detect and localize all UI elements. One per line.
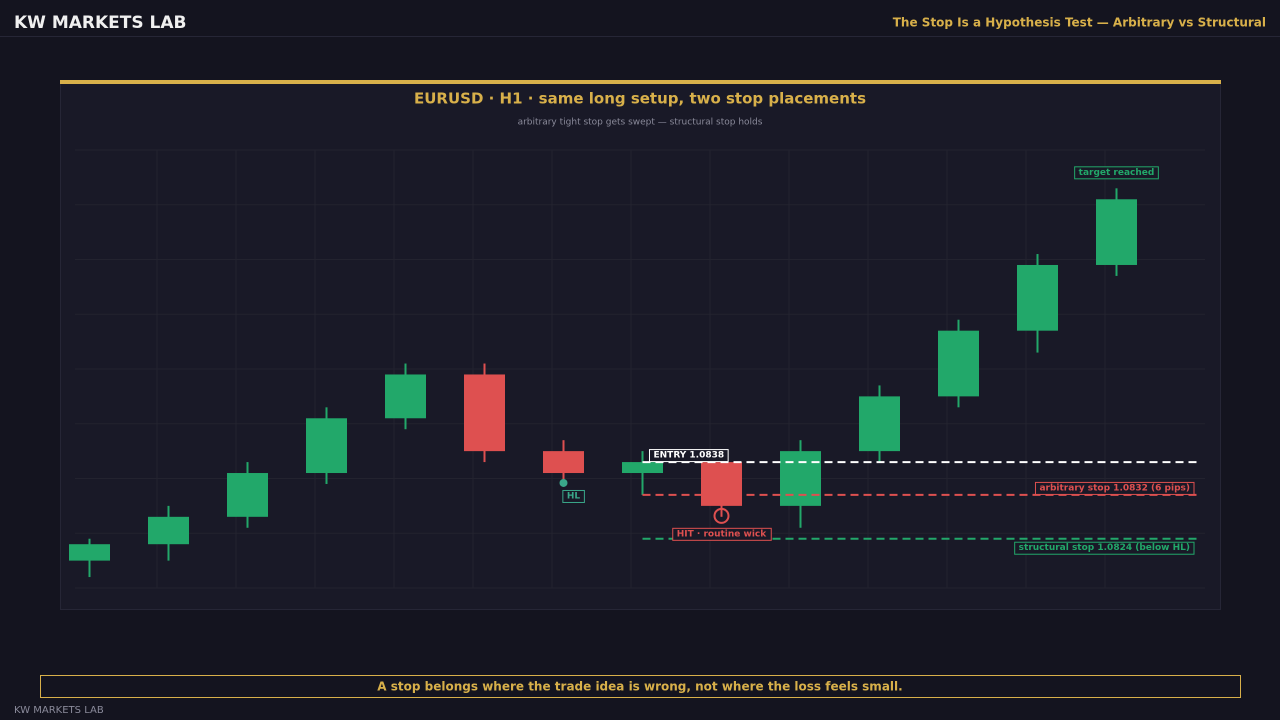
arbitrary-stop-label: arbitrary stop 1.0832 (6 pips) [1039,483,1190,493]
hit-marker [713,507,730,524]
candle-body [148,516,189,545]
chart-subtitle: arbitrary tight stop gets swept — struct… [518,118,763,128]
hit-label: HIT · routine wick [677,529,768,539]
target-label-box [1074,166,1159,180]
hl-marker [559,478,568,487]
candle-body [69,544,110,561]
entry-label-box [649,449,729,463]
candle-body [938,330,979,397]
structural-stop-label-box [1014,541,1195,555]
structural-stop-label: structural stop 1.0824 (below HL) [1019,543,1190,553]
brand: KW MARKETS LAB [14,13,187,33]
chart-card [60,80,1221,610]
hl-label-box [562,489,585,503]
candle-body [543,451,584,474]
caption-box [40,675,1241,698]
candle-body [227,473,268,517]
candle-body [780,451,821,506]
hit-label-box [672,527,772,541]
candle-body [1017,264,1058,331]
footer-brand: KW MARKETS LAB [14,705,104,716]
candle-body [306,418,347,474]
entry-label: ENTRY 1.0838 [654,451,725,461]
plot: ENTRY 1.0838 arbitrary stop 1.0832 (6 pip… [69,149,1205,589]
arbitrary-stop-label-box [1034,481,1195,495]
candle-body [385,374,426,419]
candle-body [859,396,900,452]
candle-body [701,462,742,506]
candle-body [464,374,505,452]
candle-body [1096,199,1137,265]
header-title: The Stop Is a Hypothesis Test — Arbitrar… [893,16,1266,30]
candle-body [622,462,663,474]
hl-label: HL [567,491,581,501]
chart-title: EURUSD · H1 · same long setup, two stop … [414,90,866,108]
target-label: target reached [1079,168,1155,178]
card-accent [60,80,1221,84]
caption: A stop belongs where the trade idea is w… [377,680,902,694]
